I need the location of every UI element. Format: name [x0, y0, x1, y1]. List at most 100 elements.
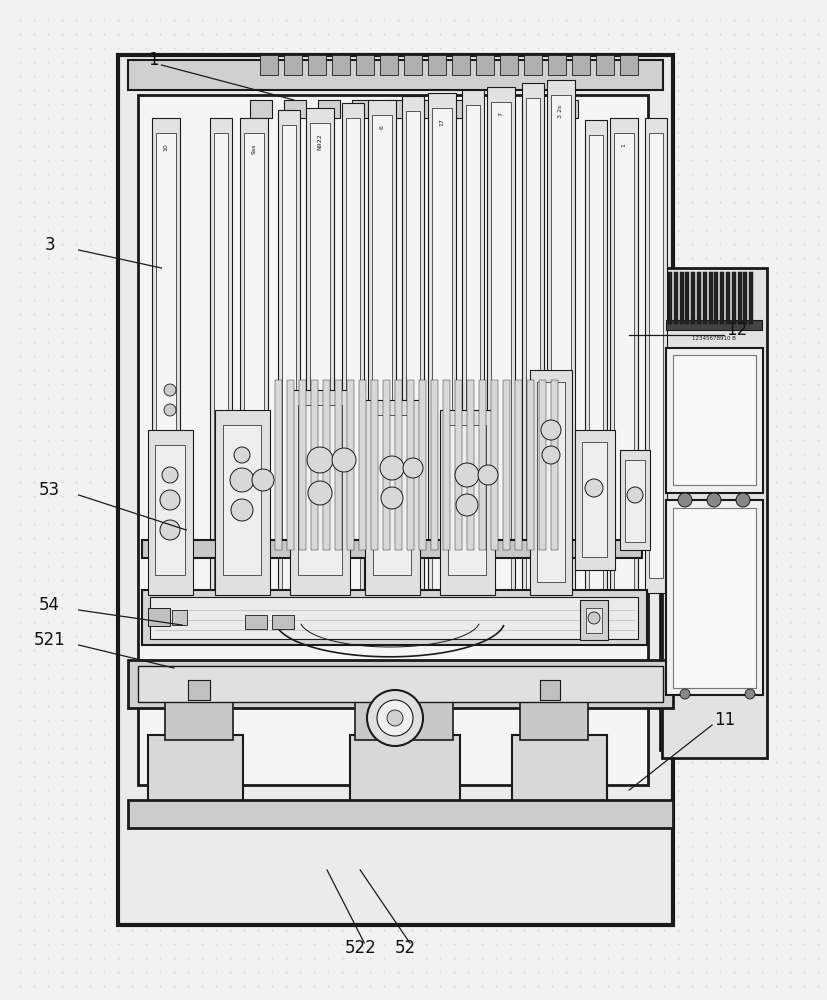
Bar	[665, 348, 762, 493]
Bar	[525, 98, 539, 598]
Bar	[308, 55, 326, 75]
Bar	[385, 100, 408, 118]
Circle shape	[366, 690, 423, 746]
Bar	[284, 55, 302, 75]
Circle shape	[307, 447, 332, 473]
Bar	[215, 410, 270, 595]
Bar	[298, 405, 342, 575]
Text: 1: 1	[621, 143, 626, 147]
Bar	[432, 108, 452, 603]
Bar	[619, 450, 649, 550]
Bar	[222, 425, 261, 575]
Bar	[439, 410, 495, 595]
Bar	[442, 380, 449, 550]
Text: 11: 11	[713, 711, 734, 729]
Circle shape	[585, 479, 602, 497]
Bar	[240, 118, 268, 618]
Bar	[455, 380, 461, 550]
Bar	[172, 610, 187, 625]
Bar	[250, 100, 272, 118]
Bar	[419, 100, 442, 118]
Bar	[428, 55, 446, 75]
Bar	[275, 380, 282, 550]
Bar	[659, 270, 759, 750]
Bar	[667, 272, 672, 324]
Bar	[571, 55, 590, 75]
Text: 7: 7	[498, 112, 503, 116]
Bar	[708, 272, 712, 324]
Bar	[428, 93, 456, 618]
Polygon shape	[188, 680, 210, 700]
Bar	[148, 608, 170, 626]
Bar	[213, 133, 227, 593]
Bar	[555, 100, 577, 118]
Bar	[521, 100, 543, 118]
Bar	[287, 380, 294, 550]
Bar	[714, 272, 718, 324]
Bar	[148, 430, 193, 595]
Bar	[370, 380, 378, 550]
Bar	[614, 133, 633, 603]
Text: 1: 1	[148, 51, 158, 69]
Bar	[538, 380, 545, 550]
Bar	[380, 55, 398, 75]
Bar	[665, 500, 762, 695]
Circle shape	[477, 465, 497, 485]
Circle shape	[626, 487, 643, 503]
Bar	[138, 666, 662, 702]
Polygon shape	[539, 680, 559, 700]
Bar	[306, 108, 333, 618]
Circle shape	[744, 689, 754, 699]
Text: N922: N922	[317, 133, 322, 150]
Bar	[595, 55, 614, 75]
Bar	[514, 380, 521, 550]
Bar	[490, 380, 497, 550]
Bar	[702, 272, 706, 324]
Circle shape	[540, 420, 561, 440]
Bar	[278, 110, 299, 610]
Bar	[619, 55, 638, 75]
Bar	[447, 425, 485, 575]
Bar	[155, 133, 176, 543]
Circle shape	[308, 481, 332, 505]
Circle shape	[234, 447, 250, 463]
Bar	[150, 597, 638, 639]
Circle shape	[542, 446, 559, 464]
Bar	[128, 800, 672, 828]
Bar	[685, 272, 689, 324]
Bar	[431, 380, 437, 550]
Bar	[662, 268, 766, 758]
Bar	[476, 55, 494, 75]
Bar	[371, 115, 391, 605]
Bar	[466, 380, 473, 550]
Circle shape	[164, 384, 176, 396]
Bar	[272, 615, 294, 629]
Circle shape	[332, 448, 356, 472]
Bar	[260, 55, 278, 75]
Bar	[490, 102, 510, 602]
Bar	[737, 272, 741, 324]
Bar	[118, 55, 672, 925]
Bar	[394, 380, 402, 550]
Bar	[372, 415, 410, 575]
Bar	[407, 380, 414, 550]
Bar	[355, 700, 452, 740]
Circle shape	[164, 404, 176, 416]
Bar	[359, 380, 366, 550]
Bar	[350, 735, 460, 805]
Circle shape	[386, 710, 403, 726]
Bar	[523, 55, 542, 75]
Bar	[574, 430, 614, 570]
Bar	[743, 272, 747, 324]
Circle shape	[380, 456, 404, 480]
Circle shape	[456, 494, 477, 516]
Bar	[335, 380, 342, 550]
Bar	[128, 60, 662, 90]
Bar	[673, 272, 677, 324]
Text: 53: 53	[39, 481, 60, 499]
Bar	[155, 445, 184, 575]
Bar	[282, 125, 295, 595]
Bar	[148, 735, 242, 805]
Bar	[461, 90, 484, 615]
Bar	[367, 100, 395, 620]
